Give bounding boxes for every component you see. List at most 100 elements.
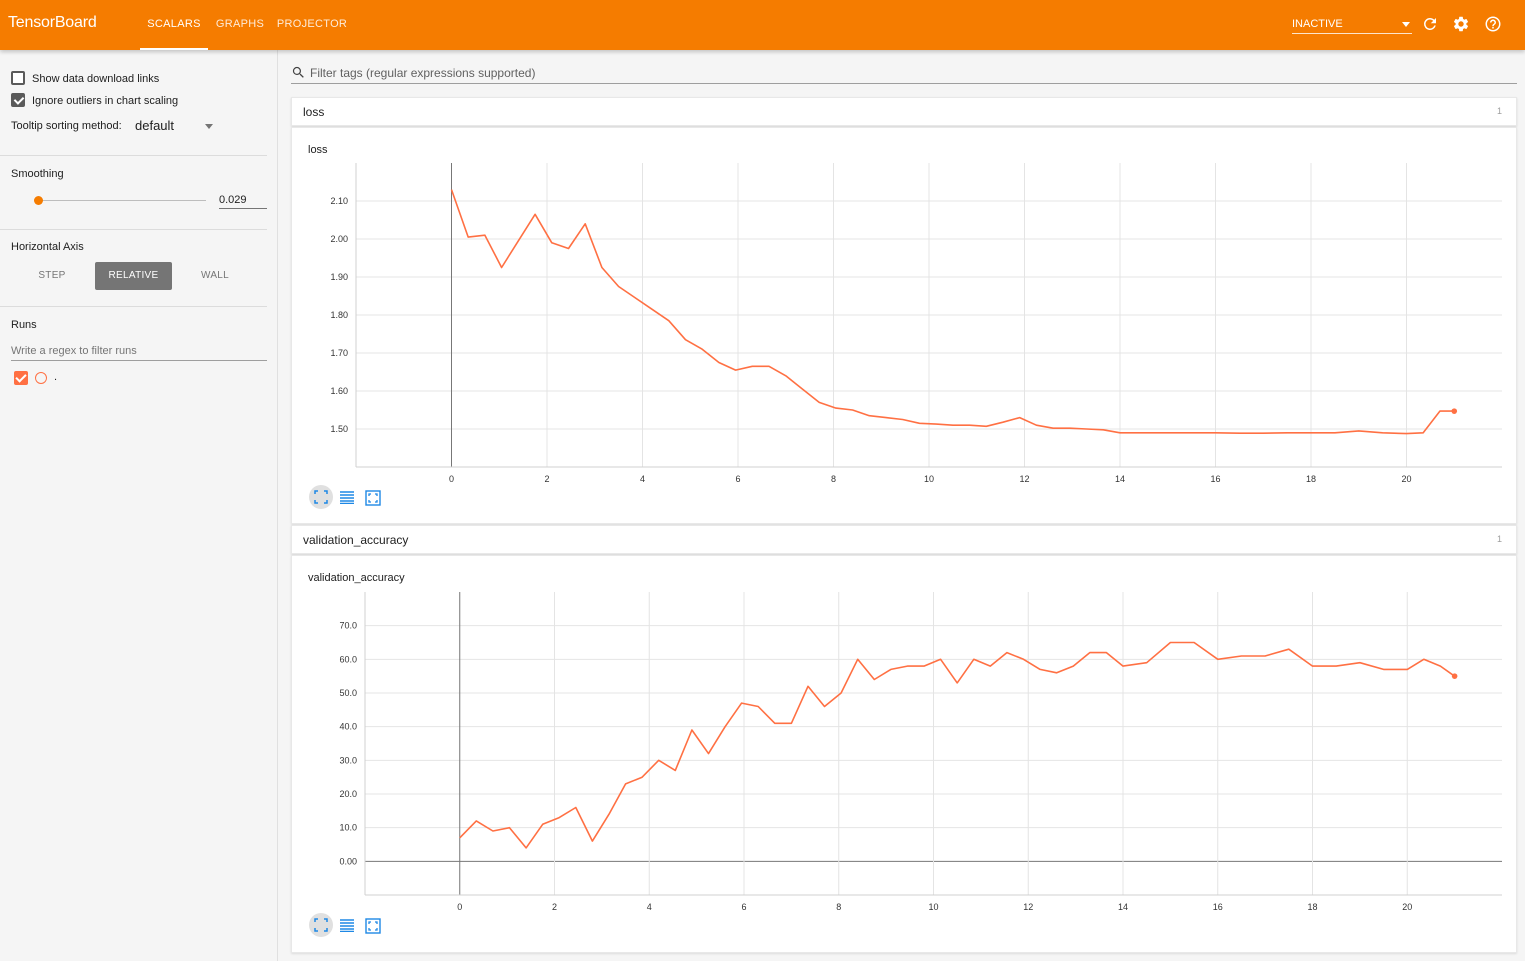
fullscreen-icon	[314, 490, 328, 504]
fit-to-data-icon	[365, 490, 381, 506]
x-tick-label: 6	[741, 902, 746, 912]
axis-wall-button[interactable]: WALL	[200, 270, 230, 281]
x-tick-label: 0	[449, 474, 454, 484]
y-tick-label: 70.0	[339, 621, 357, 631]
axis-step-button[interactable]: STEP	[38, 270, 66, 281]
series-line	[459, 641, 1456, 849]
refresh-icon[interactable]	[1421, 15, 1439, 33]
y-tick-label: 40.0	[339, 722, 357, 732]
ignore-outliers-checkbox[interactable]	[11, 93, 25, 107]
validation-accuracy-chart[interactable]: 0.00 10.0 20.0 30.0 40.0 50.0 60.0 70.0 0 2 4 6 8 10 1…	[292, 556, 1518, 954]
y-tick-label: 2.00	[330, 234, 348, 244]
category-header-loss[interactable]: loss 1	[291, 97, 1517, 126]
smoothing-title: Smoothing	[11, 168, 64, 180]
x-tick-label: 18	[1307, 902, 1317, 912]
x-tick-label: 10	[928, 902, 938, 912]
x-tick-label: 18	[1306, 474, 1316, 484]
fit-to-data-icon	[365, 918, 381, 934]
smoothing-slider-handle[interactable]	[34, 196, 43, 205]
category-count: 1	[1496, 534, 1502, 544]
log-scale-button[interactable]	[335, 913, 359, 937]
fit-domain-button[interactable]	[360, 485, 384, 509]
y-tick-label: 1.70	[330, 348, 348, 358]
x-tick-label: 8	[836, 902, 841, 912]
y-tick-label: 1.80	[330, 310, 348, 320]
x-tick-label: 2	[552, 902, 557, 912]
chart-title: validation_accuracy	[308, 572, 405, 584]
tab-projector[interactable]: PROJECTOR	[276, 18, 348, 30]
run-checkbox[interactable]	[14, 371, 28, 385]
x-tick-label: 20	[1401, 474, 1411, 484]
chevron-down-icon	[205, 124, 213, 129]
tag-filter-input[interactable]: Filter tags (regular expressions support…	[291, 62, 1517, 84]
ignore-outliers-label: Ignore outliers in chart scaling	[32, 95, 179, 107]
y-tick-label: 1.90	[330, 272, 348, 282]
fit-domain-button[interactable]	[360, 913, 384, 937]
run-label: .	[54, 371, 58, 383]
log-scale-button[interactable]	[335, 485, 359, 509]
y-tick-label: 30.0	[339, 755, 357, 765]
tooltip-sorting-row: Tooltip sorting method: default	[11, 118, 213, 133]
show-download-links-checkbox[interactable]	[11, 71, 25, 85]
runs-filter-input[interactable]: Write a regex to filter runs	[11, 344, 267, 361]
x-tick-label: 4	[647, 902, 652, 912]
chart-card-loss: loss 1.50 1.60 1.70 1.80 1.90 2.00 2.10 0 2 4 6 8 10…	[291, 127, 1517, 524]
y-tick-label: 20.0	[339, 789, 357, 799]
list-icon	[340, 919, 354, 932]
tag-filter-placeholder: Filter tags (regular expressions support…	[310, 66, 536, 80]
x-tick-label: 8	[831, 474, 836, 484]
x-tick-label: 16	[1210, 474, 1220, 484]
tooltip-sorting-dropdown[interactable]: default	[135, 118, 175, 133]
x-tick-label: 12	[1023, 902, 1033, 912]
category-title: loss	[303, 105, 325, 119]
fullscreen-button[interactable]	[309, 485, 333, 509]
series-line	[450, 189, 1455, 435]
y-tick-label: 0.00	[339, 856, 357, 866]
run-status-value: INACTIVE	[1292, 18, 1343, 30]
gear-icon[interactable]	[1452, 15, 1470, 33]
y-tick-label: 1.50	[330, 424, 348, 434]
smoothing-input[interactable]: 0.029	[219, 192, 267, 209]
runs-title: Runs	[11, 319, 37, 331]
sidebar: Show data download links Ignore outliers…	[0, 50, 278, 961]
x-tick-label: 4	[640, 474, 645, 484]
app-brand: TensorBoard	[8, 14, 97, 31]
y-tick-label: 1.60	[330, 386, 348, 396]
chart-title: loss	[308, 144, 328, 156]
chevron-down-icon	[1402, 22, 1410, 27]
x-tick-label: 0	[457, 902, 462, 912]
horizontal-axis-title: Horizontal Axis	[11, 241, 84, 253]
search-icon	[292, 66, 304, 78]
category-header-validation-accuracy[interactable]: validation_accuracy 1	[291, 525, 1517, 554]
x-tick-label: 10	[924, 474, 934, 484]
divider	[0, 155, 267, 156]
x-tick-label: 16	[1213, 902, 1223, 912]
y-tick-label: 60.0	[339, 654, 357, 664]
chart-card-validation-accuracy: validation_accuracy 0.00 10.0 20.0 30.0 40.0…	[291, 555, 1517, 953]
x-tick-label: 2	[544, 474, 549, 484]
divider	[0, 229, 267, 230]
loss-chart[interactable]: 1.50 1.60 1.70 1.80 1.90 2.00 2.10 0 2 4 6 8 10 12 14 1…	[292, 128, 1518, 525]
x-tick-label: 6	[735, 474, 740, 484]
list-icon	[340, 491, 354, 504]
run-radio[interactable]	[35, 372, 47, 384]
axis-relative-button[interactable]: RELATIVE	[95, 262, 172, 290]
run-status-dropdown[interactable]: INACTIVE	[1292, 14, 1412, 34]
tab-scalars[interactable]: SCALARS	[140, 0, 208, 50]
category-count: 1	[1496, 106, 1502, 116]
smoothing-slider-track[interactable]	[38, 200, 206, 201]
app-header: TensorBoard SCALARS GRAPHS PROJECTOR INA…	[0, 0, 1525, 50]
y-tick-label: 10.0	[339, 823, 357, 833]
x-tick-label: 14	[1115, 474, 1125, 484]
category-title: validation_accuracy	[303, 533, 409, 547]
y-tick-label: 50.0	[339, 688, 357, 698]
fullscreen-button[interactable]	[309, 913, 333, 937]
divider	[0, 306, 267, 307]
x-tick-label: 20	[1402, 902, 1412, 912]
show-download-links-label: Show data download links	[32, 73, 160, 85]
tab-graphs[interactable]: GRAPHS	[215, 18, 265, 30]
help-icon[interactable]	[1484, 15, 1502, 33]
x-tick-label: 12	[1019, 474, 1029, 484]
tooltip-sorting-label: Tooltip sorting method:	[11, 120, 122, 132]
y-tick-label: 2.10	[330, 196, 348, 206]
